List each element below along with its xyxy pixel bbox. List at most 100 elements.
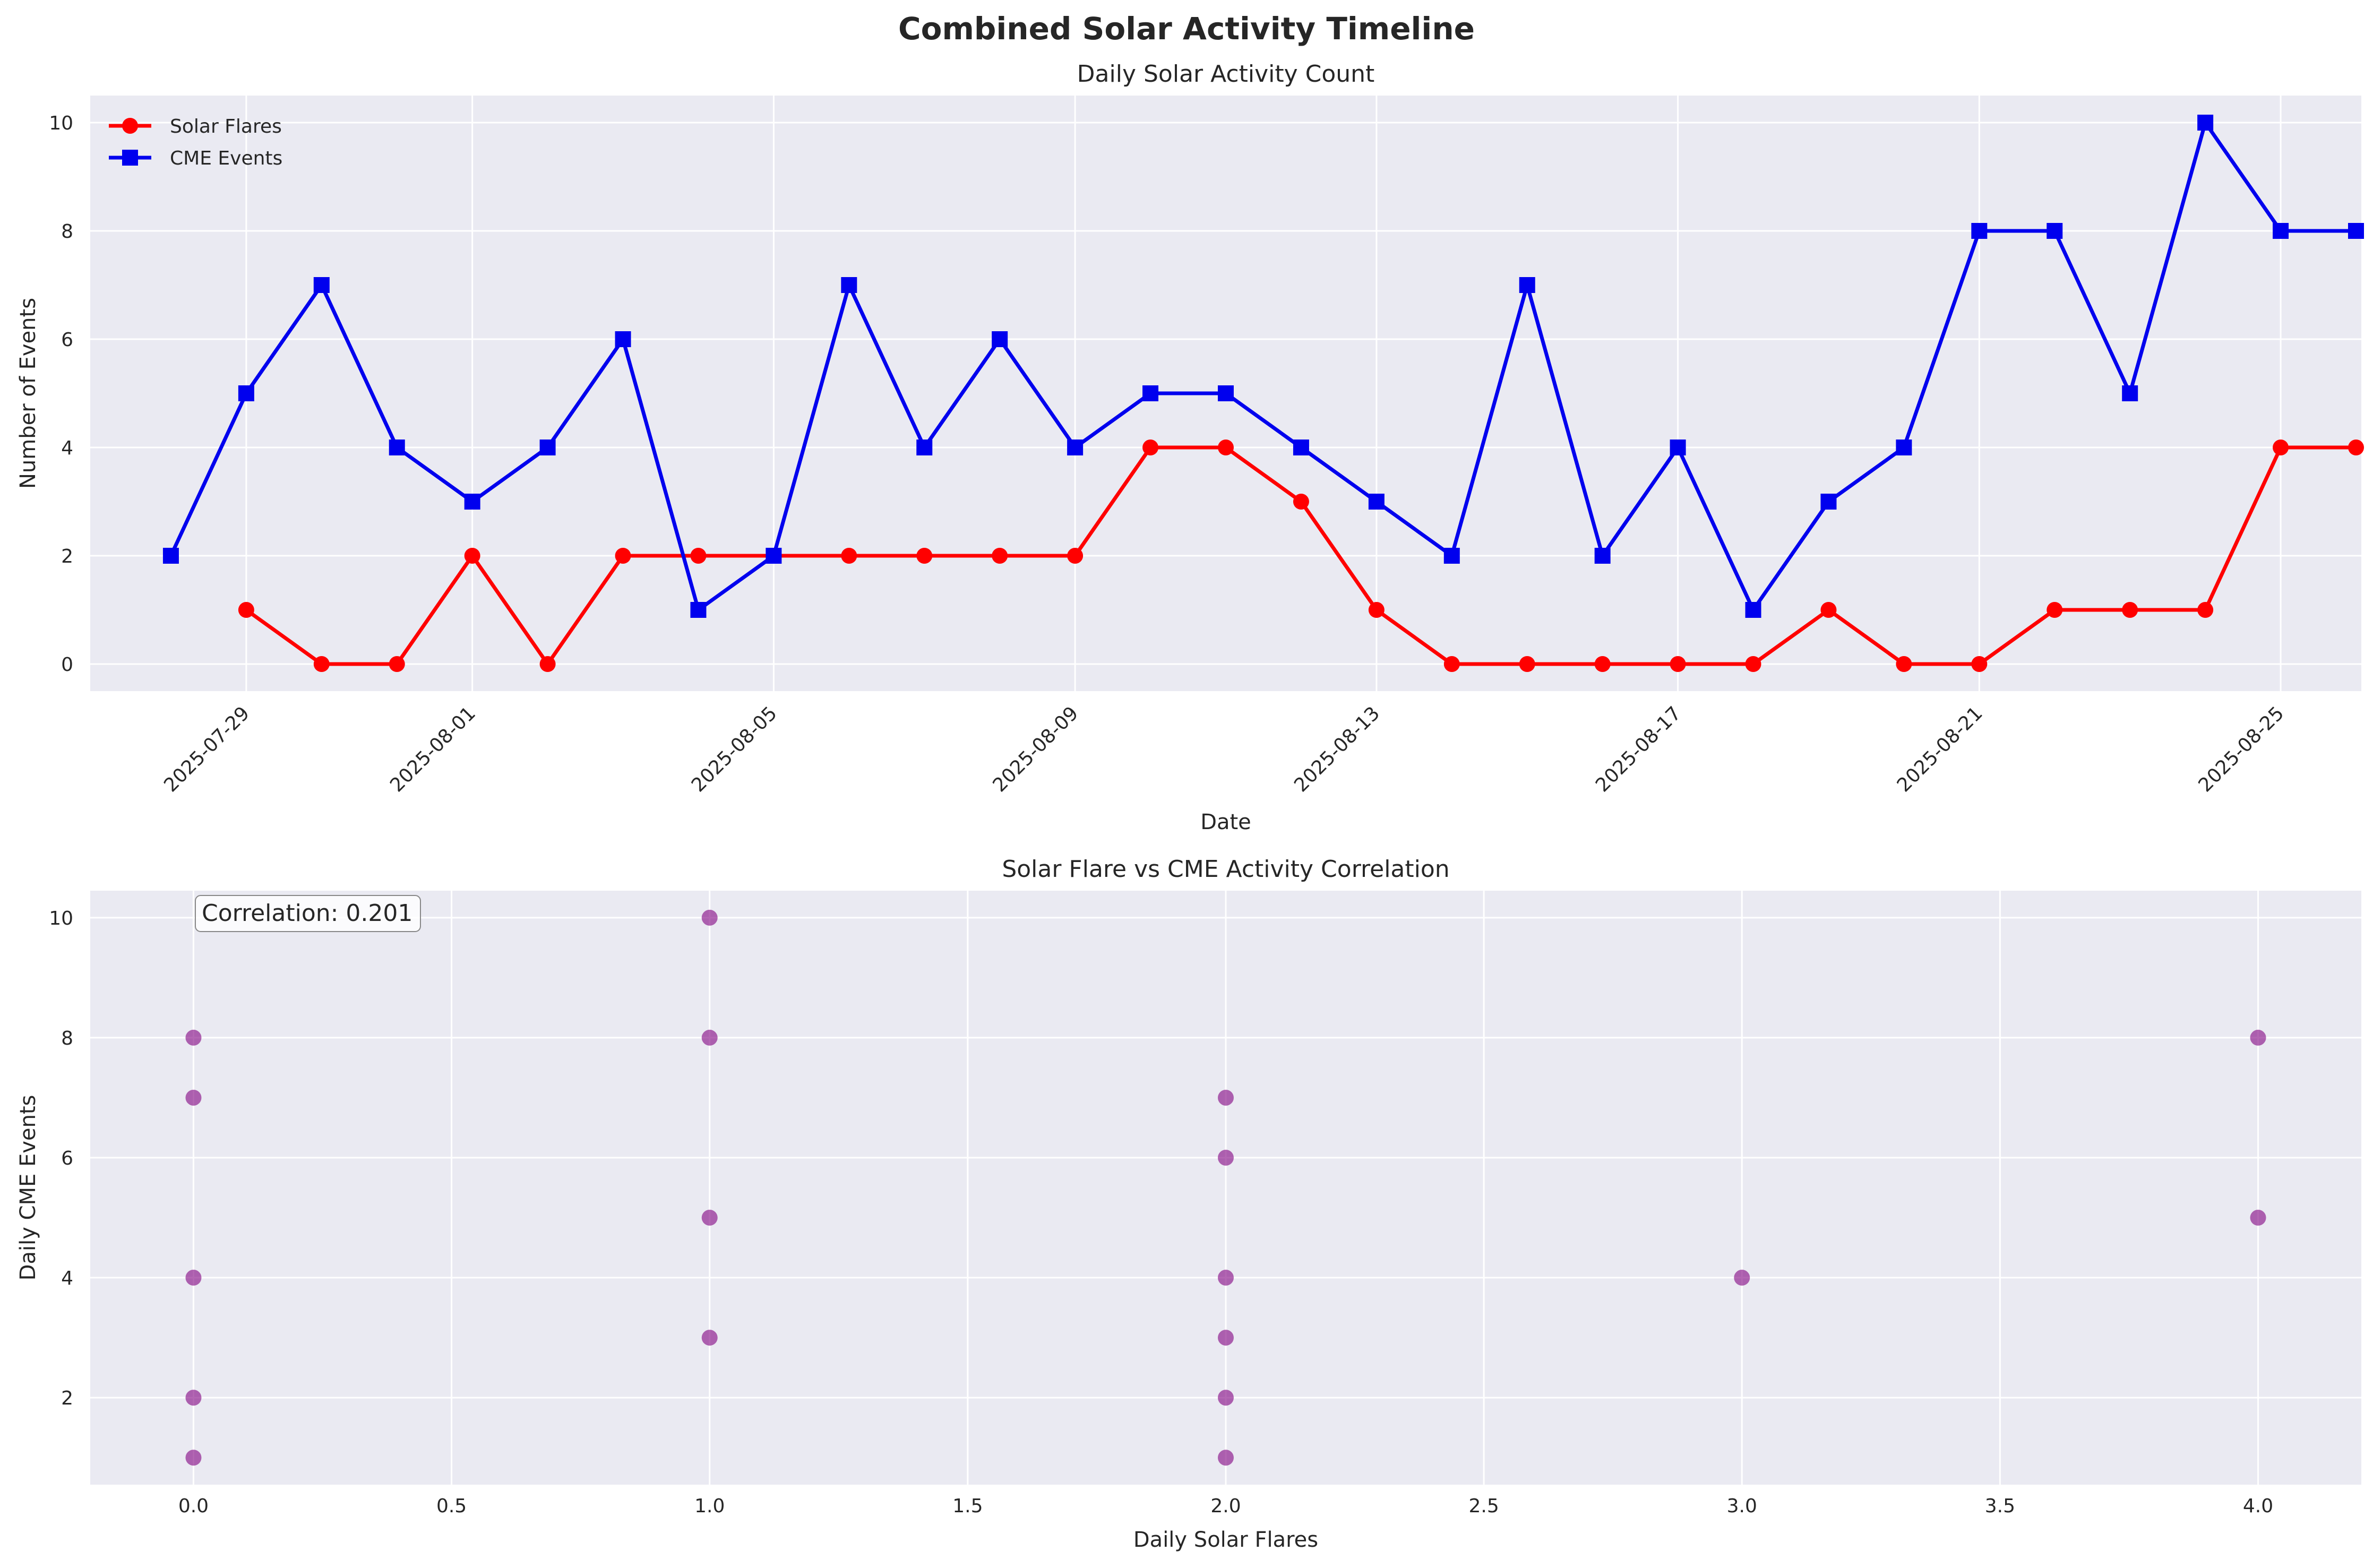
x-tick-label: 0.5	[436, 1495, 467, 1517]
cme-point	[464, 494, 480, 510]
flare-point	[1594, 656, 1611, 672]
scatter-point	[1218, 1330, 1234, 1346]
legend: Solar Flares CME Events	[109, 116, 282, 169]
flare-point	[313, 656, 330, 672]
cme-point	[1971, 223, 1988, 239]
x-tick-label: 4.0	[2243, 1495, 2273, 1517]
flare-point	[841, 548, 857, 564]
flare-point	[2273, 440, 2289, 455]
cme-point	[2122, 385, 2138, 401]
flare-point	[1971, 656, 1988, 672]
flare-point	[2122, 602, 2138, 618]
x-tick-label: 2025-08-05	[687, 702, 781, 796]
cme-point	[1745, 602, 1761, 618]
scatter-point	[185, 1089, 202, 1106]
scatter-point	[1734, 1270, 1750, 1286]
flare-point	[1670, 656, 1686, 672]
cme-point	[1443, 548, 1460, 564]
y-tick-label: 10	[49, 113, 73, 134]
x-axis-label: Date	[1200, 810, 1251, 834]
x-tick-label: 2025-08-21	[1893, 702, 1987, 796]
flare-point	[690, 548, 707, 564]
cme-point	[766, 548, 782, 564]
y-tick-label: 8	[61, 221, 73, 243]
flare-point	[389, 656, 405, 672]
cme-point	[841, 277, 857, 293]
correlation-panel: 2 4 6 8 10 0.0 0.5 1.0 1.5 2.0 2.5 3.0 3.5 4.0 Correla…	[16, 856, 2361, 1552]
scatter-point	[1218, 1089, 1234, 1106]
cme-point	[1519, 277, 1535, 293]
cme-point	[1670, 440, 1686, 455]
x-tick-label: 2025-07-29	[160, 702, 254, 796]
cme-point	[2197, 115, 2214, 131]
cme-point	[1293, 440, 1309, 455]
cme-point	[2047, 223, 2063, 239]
cme-point	[916, 440, 933, 455]
x-tick-label: 2.0	[1210, 1495, 1241, 1517]
legend-label: Solar Flares	[170, 116, 282, 137]
legend-marker-square	[122, 150, 138, 166]
cme-point	[2273, 223, 2289, 239]
y-tick-label: 0	[61, 654, 73, 676]
x-tick-label: 1.5	[952, 1495, 983, 1517]
cme-point	[992, 331, 1008, 347]
flare-point	[464, 548, 480, 564]
cme-point	[1218, 385, 1234, 401]
correlation-annotation: Correlation: 0.201	[195, 895, 421, 932]
y-axis-label: Daily CME Events	[16, 1095, 40, 1281]
flare-point	[1745, 656, 1761, 672]
x-tick-label: 2.5	[1469, 1495, 1499, 1517]
legend-marker-circle	[122, 118, 138, 134]
scatter-point	[185, 1270, 202, 1286]
scatter-point	[1218, 1450, 1234, 1466]
series-line-cme	[169, 120, 2356, 612]
x-tick-label: 3.5	[1985, 1495, 2015, 1517]
cme-point	[1820, 494, 1837, 510]
scatter-point	[185, 1450, 202, 1466]
x-tick-label: 2025-08-13	[1290, 702, 1384, 796]
scatter-point	[701, 1330, 718, 1346]
cme-point	[2348, 223, 2364, 239]
x-axis-label: Daily Solar Flares	[1133, 1528, 1318, 1552]
flare-point	[1142, 440, 1159, 455]
cme-point	[1067, 440, 1084, 455]
flare-point	[2348, 440, 2364, 455]
cme-point	[1594, 548, 1611, 564]
timeline-panel: 0 2 4 6 8 10 2025-07-29 2025-08-01 2025-08-05 202…	[16, 61, 2364, 834]
y-tick-label: 6	[61, 1148, 73, 1169]
scatter-point	[1218, 1149, 1234, 1166]
scatter-point	[2250, 1029, 2266, 1046]
flare-point	[2047, 602, 2063, 618]
panel-title: Solar Flare vs CME Activity Correlation	[1002, 856, 1449, 883]
scatter-point	[185, 1029, 202, 1046]
scatter-point	[1218, 1390, 1234, 1406]
flare-point	[2197, 602, 2214, 618]
flare-point	[1293, 494, 1309, 510]
scatter-point	[701, 1029, 718, 1046]
flare-point	[615, 548, 631, 564]
cme-point	[539, 440, 556, 455]
flare-point	[1067, 548, 1084, 564]
x-tick-label: 2025-08-09	[989, 702, 1083, 796]
flare-point	[1820, 602, 1837, 618]
panel-title: Daily Solar Activity Count	[1077, 61, 1375, 88]
legend-label: CME Events	[170, 148, 282, 169]
y-tick-label: 2	[61, 546, 73, 567]
cme-point	[690, 602, 707, 618]
x-tick-label: 3.0	[1727, 1495, 1757, 1517]
y-tick-label: 6	[61, 329, 73, 351]
cme-point	[238, 385, 254, 401]
flare-point	[1896, 656, 1912, 672]
cme-point	[389, 440, 405, 455]
x-tick-label: 1.0	[694, 1495, 725, 1517]
annotation-box	[195, 895, 421, 932]
figure-title: Combined Solar Activity Timeline	[898, 11, 1475, 47]
scatter-point	[2250, 1210, 2266, 1226]
scatter-point	[185, 1390, 202, 1406]
y-tick-label: 4	[61, 437, 73, 459]
x-tick-label: 0.0	[178, 1495, 209, 1517]
flare-point	[539, 656, 556, 672]
flare-point	[1218, 440, 1234, 455]
x-tick-label: 2025-08-01	[386, 702, 480, 796]
y-tick-label: 4	[61, 1268, 73, 1289]
